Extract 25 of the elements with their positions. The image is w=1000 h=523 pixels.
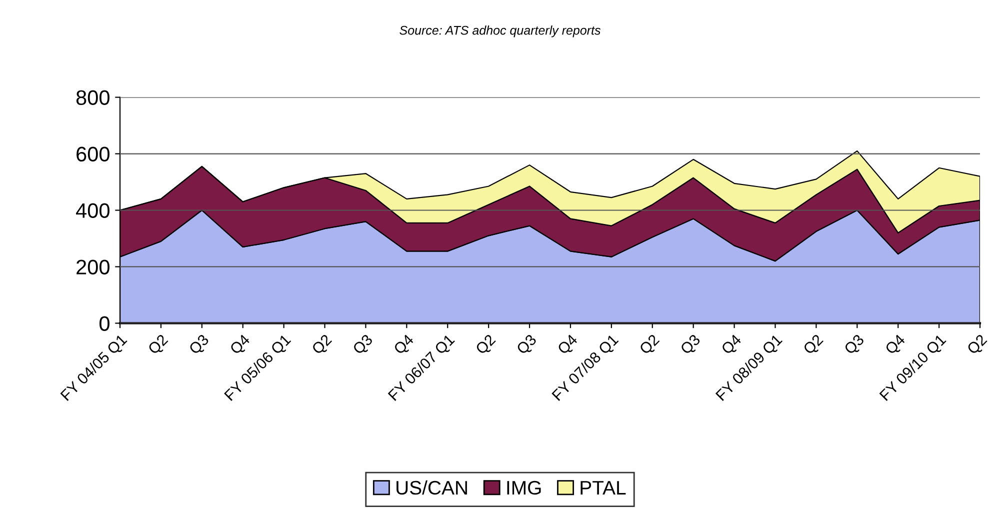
x-tick-label: Q4 — [884, 334, 908, 357]
y-tick-label: 200 — [76, 260, 110, 274]
x-tick-label: Q3 — [352, 334, 376, 357]
x-tick-label: Q2 — [966, 334, 990, 357]
x-tick-label: Q2 — [311, 334, 334, 357]
x-tick-label: Q3 — [680, 334, 703, 357]
x-tick-label: Q2 — [802, 334, 826, 357]
x-tick-label: Q4 — [229, 334, 252, 357]
legend-label: US/CAN — [396, 480, 467, 495]
x-tick-label: Q2 — [638, 334, 662, 357]
x-tick-label: Q3 — [188, 334, 212, 357]
x-tick-label: Q4 — [556, 334, 580, 357]
y-tick-label: 400 — [76, 203, 110, 218]
legend-label: IMG — [507, 480, 541, 495]
x-tick-label: Q3 — [844, 334, 867, 357]
legend-label: PTAL — [580, 481, 626, 494]
source-note: Source: ATS adhoc quarterly reports — [400, 26, 600, 38]
x-tick-label: Q2 — [147, 334, 170, 357]
x-tick-label: Q4 — [720, 334, 744, 357]
y-tick-label: 600 — [76, 146, 110, 162]
x-tick-label: Q3 — [516, 334, 539, 357]
x-tick-label: Q4 — [393, 334, 416, 357]
x-tick-label: Q2 — [474, 334, 498, 357]
y-tick-label: 800 — [76, 90, 110, 106]
y-tick-label: 0 — [100, 316, 110, 331]
